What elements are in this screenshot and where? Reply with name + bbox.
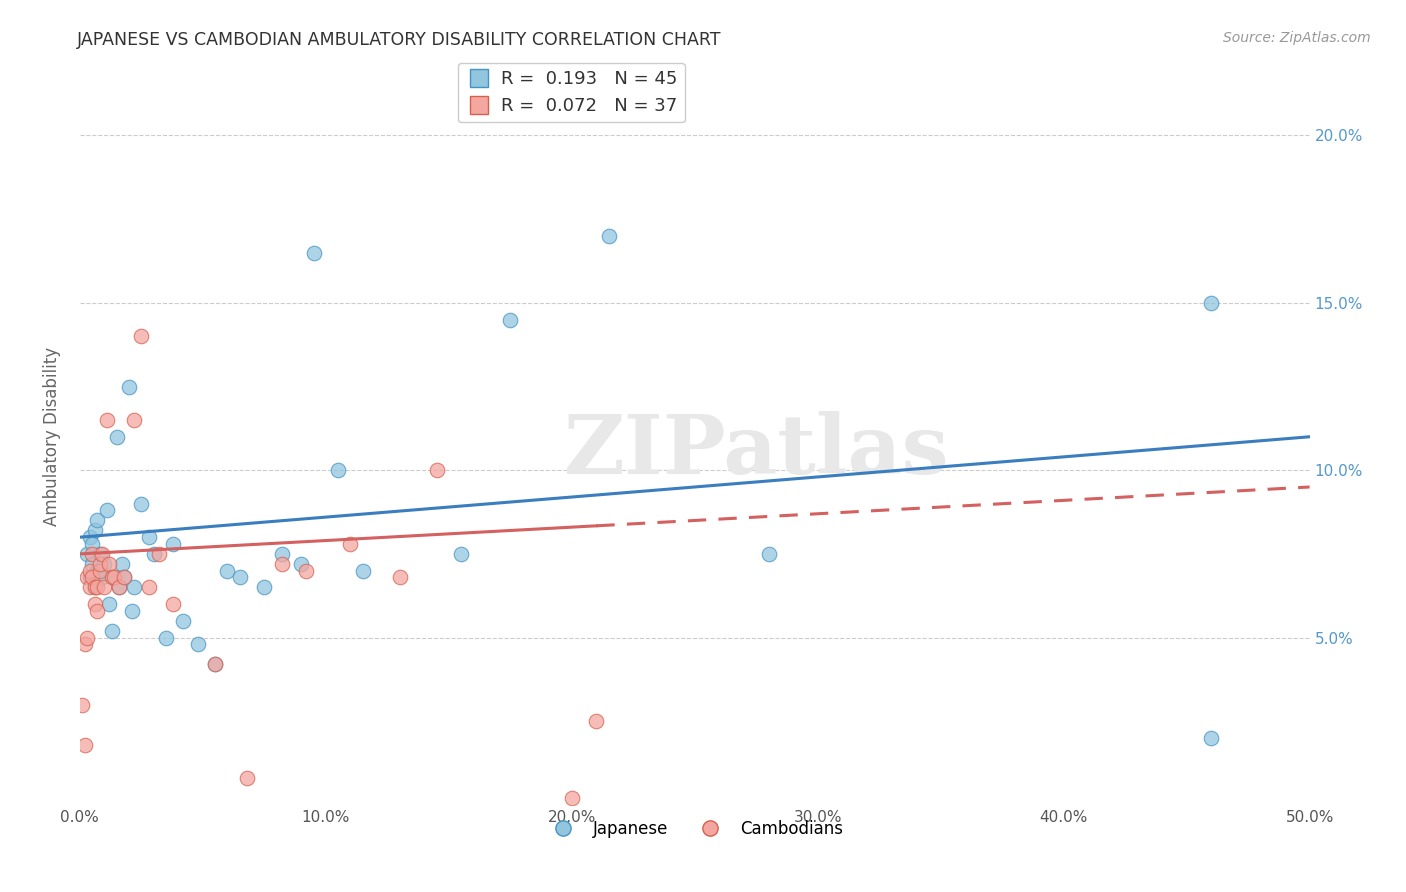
Point bbox=[103, 570, 125, 584]
Point bbox=[339, 537, 361, 551]
Point bbox=[83, 597, 105, 611]
Point bbox=[122, 581, 145, 595]
Point bbox=[98, 597, 121, 611]
Point bbox=[82, 557, 104, 571]
Point bbox=[83, 581, 105, 595]
Point bbox=[91, 570, 114, 584]
Point bbox=[295, 564, 318, 578]
Text: ZIPatlas: ZIPatlas bbox=[564, 411, 949, 491]
Point bbox=[82, 547, 104, 561]
Point bbox=[253, 581, 276, 595]
Point bbox=[101, 570, 124, 584]
Point bbox=[118, 379, 141, 393]
Point bbox=[217, 564, 239, 578]
Point bbox=[138, 530, 160, 544]
Legend: Japanese, Cambodians: Japanese, Cambodians bbox=[540, 814, 849, 845]
Point bbox=[187, 637, 209, 651]
Point bbox=[72, 698, 94, 712]
Point bbox=[162, 597, 184, 611]
Point bbox=[83, 581, 105, 595]
Point bbox=[352, 564, 374, 578]
Point bbox=[76, 570, 98, 584]
Point bbox=[73, 738, 96, 752]
Point bbox=[122, 413, 145, 427]
Point bbox=[79, 564, 101, 578]
Point bbox=[82, 537, 104, 551]
Point bbox=[561, 791, 583, 805]
Point bbox=[425, 463, 447, 477]
Point bbox=[93, 557, 115, 571]
Text: Source: ZipAtlas.com: Source: ZipAtlas.com bbox=[1223, 31, 1371, 45]
Text: JAPANESE VS CAMBODIAN AMBULATORY DISABILITY CORRELATION CHART: JAPANESE VS CAMBODIAN AMBULATORY DISABIL… bbox=[77, 31, 721, 49]
Point bbox=[131, 497, 153, 511]
Point bbox=[388, 570, 411, 584]
Point bbox=[162, 537, 184, 551]
Point bbox=[138, 581, 160, 595]
Point bbox=[105, 430, 128, 444]
Point bbox=[585, 714, 607, 729]
Point bbox=[86, 564, 108, 578]
Point bbox=[79, 581, 101, 595]
Point bbox=[142, 547, 165, 561]
Point bbox=[112, 570, 135, 584]
Point bbox=[89, 557, 111, 571]
Y-axis label: Ambulatory Disability: Ambulatory Disability bbox=[44, 347, 60, 526]
Point bbox=[96, 413, 118, 427]
Point bbox=[1199, 731, 1222, 745]
Point bbox=[229, 570, 252, 584]
Point bbox=[131, 329, 153, 343]
Point bbox=[155, 631, 177, 645]
Point bbox=[103, 570, 125, 584]
Point bbox=[499, 312, 522, 326]
Point bbox=[86, 604, 108, 618]
Point bbox=[91, 547, 114, 561]
Point bbox=[79, 530, 101, 544]
Point bbox=[83, 524, 105, 538]
Point bbox=[121, 604, 143, 618]
Point bbox=[76, 547, 98, 561]
Point bbox=[79, 570, 101, 584]
Point bbox=[108, 581, 131, 595]
Point bbox=[86, 513, 108, 527]
Point bbox=[82, 570, 104, 584]
Point bbox=[290, 557, 312, 571]
Point bbox=[148, 547, 170, 561]
Point bbox=[112, 570, 135, 584]
Point bbox=[89, 564, 111, 578]
Point bbox=[98, 557, 121, 571]
Point bbox=[172, 614, 194, 628]
Point bbox=[236, 771, 259, 785]
Point bbox=[108, 581, 131, 595]
Point bbox=[450, 547, 472, 561]
Point bbox=[89, 547, 111, 561]
Point bbox=[270, 557, 292, 571]
Point bbox=[598, 228, 620, 243]
Point bbox=[101, 624, 124, 638]
Point bbox=[96, 503, 118, 517]
Point bbox=[270, 547, 292, 561]
Point bbox=[73, 637, 96, 651]
Point bbox=[302, 245, 325, 260]
Point bbox=[86, 581, 108, 595]
Point bbox=[93, 581, 115, 595]
Point bbox=[111, 557, 134, 571]
Point bbox=[326, 463, 349, 477]
Point bbox=[204, 657, 226, 672]
Point bbox=[76, 631, 98, 645]
Point bbox=[758, 547, 780, 561]
Point bbox=[204, 657, 226, 672]
Point bbox=[1199, 296, 1222, 310]
